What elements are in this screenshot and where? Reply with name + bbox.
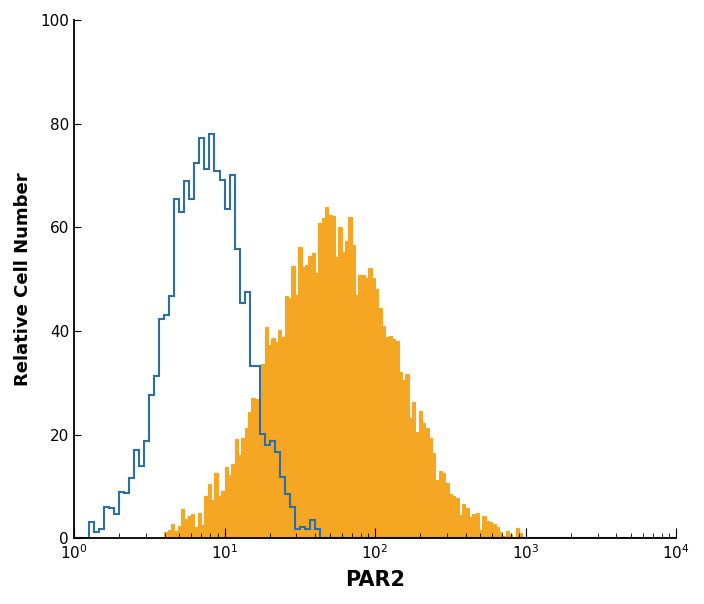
Y-axis label: Relative Cell Number: Relative Cell Number: [14, 172, 32, 386]
X-axis label: PAR2: PAR2: [345, 570, 405, 590]
